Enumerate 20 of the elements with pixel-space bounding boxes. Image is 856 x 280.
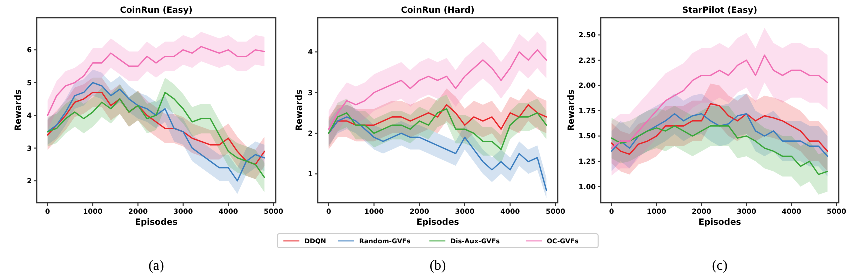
chart-title: CoinRun (Easy) [120,6,193,16]
x-axis-title: Episodes [698,218,742,228]
line-series [47,46,266,116]
line-series [611,54,828,150]
y-axis-title: Rewards [567,90,577,132]
line-series [611,113,828,158]
text: (a) [148,259,165,274]
chart-title: CoinRun (Hard) [401,6,475,16]
x-axis-title: Episodes [135,218,178,228]
line-series [328,49,548,130]
text: (b) [430,259,446,274]
chart-title: StarPilot (Easy) [682,6,758,16]
line-series [328,116,548,192]
y-axis-title: Rewards [295,90,305,132]
line-series [611,126,828,176]
x-axis-title: Episodes [416,218,460,228]
y-axis-title: Rewards [14,90,24,132]
line-series [328,108,548,150]
text: (c) [712,259,728,274]
line-series [611,103,828,156]
